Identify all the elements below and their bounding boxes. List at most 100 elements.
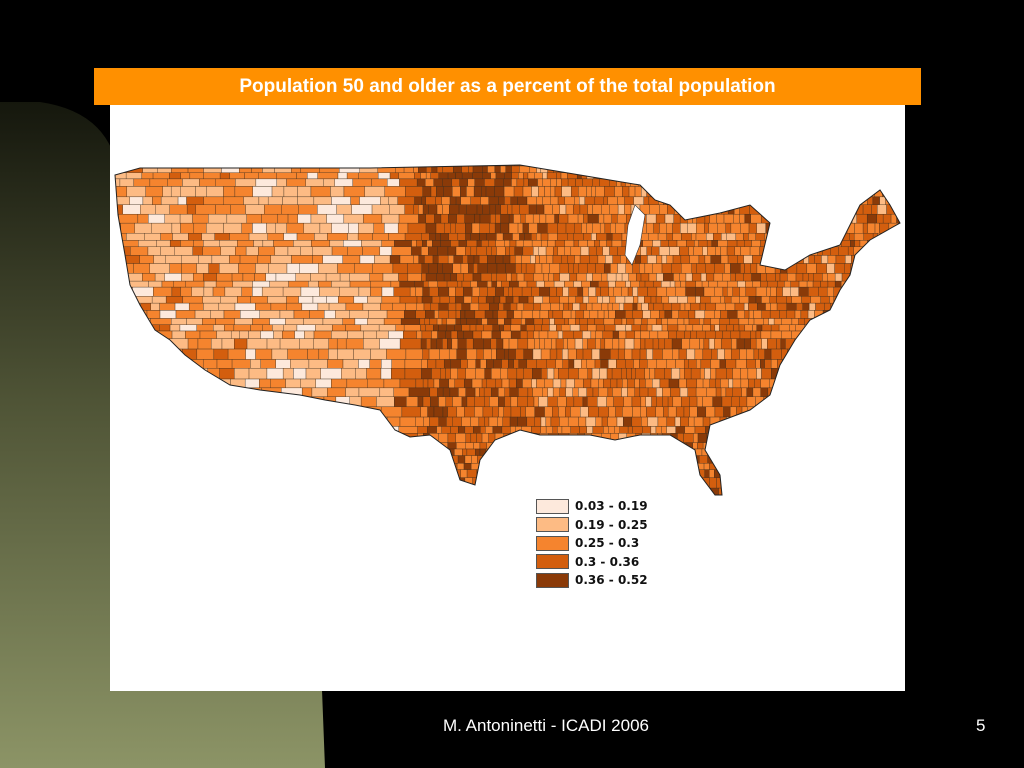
county-cell [874,348,883,360]
county-cell [142,406,162,418]
county-cell [725,302,736,311]
county-cell [607,172,618,180]
county-cell [522,186,532,198]
county-cell [517,497,526,508]
county-cell [859,455,869,464]
county-cell [652,348,663,360]
county-choropleth [115,165,900,508]
county-cell [494,165,501,173]
county-cell [843,196,849,205]
county-cell [399,416,416,427]
county-cell [559,263,569,274]
county-cell [413,463,424,470]
county-cell [667,396,674,408]
county-cell [222,416,244,427]
county-cell [416,469,427,478]
county-cell [561,448,570,456]
county-cell [692,324,703,332]
county-cell [844,442,854,450]
county-cell [458,240,467,247]
county-cell [617,213,627,224]
county-cell [536,204,545,215]
county-cell [699,318,705,325]
county-cell [517,416,528,427]
county-cell [731,178,741,187]
county-cell [606,396,614,408]
county-cell [557,222,567,234]
county-cell [185,280,205,288]
county-cell [564,196,575,205]
county-cell [594,318,605,325]
county-cell [875,286,884,297]
county-cell [209,433,228,443]
county-cell [817,416,828,427]
county-cell [497,416,503,427]
county-cell [454,497,459,508]
county-cell [795,273,804,282]
county-cell [634,387,641,397]
county-cell [540,416,547,427]
county-cell [610,263,618,274]
county-cell [144,233,161,241]
county-cell [723,426,733,434]
county-cell [834,165,841,173]
county-cell [896,378,900,389]
county-cell [750,263,758,274]
county-cell [250,448,265,456]
county-cell [216,165,235,167]
county-cell [296,324,316,332]
county-cell [508,463,519,470]
county-cell [872,442,882,450]
county-cell [384,186,406,198]
county-cell [239,165,252,173]
county-cell [312,477,330,489]
county-cell [512,296,520,304]
county-cell [192,426,204,434]
county-cell [646,222,654,234]
county-cell [126,416,148,427]
county-cell [760,280,768,288]
county-cell [345,433,364,443]
county-cell [829,455,835,464]
county-cell [820,213,832,224]
county-cell [245,204,265,215]
county-cell [264,448,274,456]
county-cell [722,469,728,478]
county-cell [813,378,820,389]
county-cell [515,348,524,360]
county-cell [582,348,593,360]
county-cell [812,280,821,288]
county-cell [270,255,292,264]
county-cell [288,448,308,456]
county-cell [193,416,207,427]
county-cell [803,222,811,234]
county-cell [264,204,282,215]
county-cell [115,273,124,282]
county-cell [726,233,737,241]
county-cell [607,387,613,397]
county-cell [732,378,742,389]
county-cell [739,487,750,495]
county-cell [575,448,580,456]
county-cell [750,338,757,350]
county-cell [704,368,711,380]
county-cell [603,426,609,434]
county-cell [572,463,579,470]
county-cell [414,172,421,180]
legend-item: 0.36 - 0.52 [536,571,656,590]
county-cell [218,396,232,408]
county-cell [858,310,869,319]
county-cell [840,213,848,224]
county-cell [769,477,780,489]
county-cell [586,387,594,397]
county-cell [788,255,797,264]
county-cell [878,172,883,180]
county-cell [540,233,549,241]
county-cell [503,324,511,332]
county-cell [673,477,679,489]
county-cell [620,255,627,264]
county-cell [438,310,449,319]
county-cell [596,233,607,241]
county-cell [540,442,549,450]
county-cell [647,286,658,297]
